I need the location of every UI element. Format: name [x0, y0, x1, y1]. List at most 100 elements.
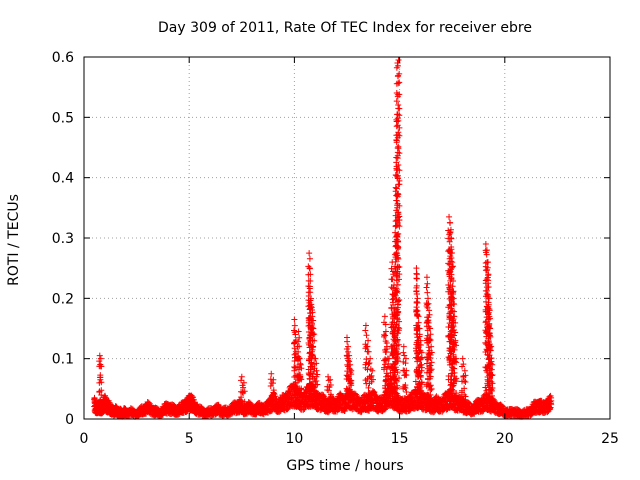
- data-point: [447, 219, 454, 226]
- data-point: [413, 298, 420, 305]
- data-point: [382, 382, 389, 389]
- data-point: [314, 390, 321, 397]
- data-point: [295, 328, 302, 335]
- data-point: [482, 241, 489, 248]
- data-point: [364, 343, 371, 350]
- data-point: [413, 275, 420, 282]
- data-point: [310, 317, 317, 324]
- data-point: [296, 343, 303, 350]
- data-point: [91, 396, 98, 403]
- data-point: [291, 367, 298, 374]
- data-point: [381, 397, 388, 404]
- data-point: [423, 274, 430, 281]
- data-point: [268, 370, 275, 377]
- data-point: [311, 337, 318, 344]
- data-point: [297, 374, 304, 381]
- data-point: [269, 401, 276, 408]
- x-tick-label: 10: [285, 431, 303, 447]
- data-point: [382, 321, 389, 328]
- data-point: [240, 379, 247, 386]
- data-point: [483, 276, 490, 283]
- data-point: [369, 388, 376, 395]
- data-point: [395, 80, 402, 87]
- data-point: [91, 400, 98, 407]
- data-point: [364, 403, 371, 410]
- data-point: [396, 181, 403, 188]
- data-point: [424, 289, 431, 296]
- data-point: [308, 351, 315, 358]
- data-point: [347, 378, 354, 385]
- data-point: [312, 381, 319, 388]
- y-axis-ticks: 0 0.1 0.2 0.3 0.4 0.5 0.6: [52, 50, 610, 428]
- data-point: [269, 380, 276, 387]
- data-point: [98, 379, 105, 386]
- data-point: [396, 223, 403, 230]
- data-point: [364, 348, 371, 355]
- data-point: [291, 322, 298, 329]
- data-point: [292, 331, 299, 338]
- data-point: [345, 343, 352, 350]
- data-point: [425, 295, 432, 302]
- data-point: [365, 337, 372, 344]
- data-point: [297, 392, 304, 399]
- data-point: [362, 327, 369, 334]
- data-point: [97, 397, 104, 404]
- data-point: [367, 355, 374, 362]
- data-point: [348, 397, 355, 404]
- data-point: [298, 385, 305, 392]
- chart-title: Day 309 of 2011, Rate Of TEC Index for r…: [158, 20, 532, 36]
- data-point: [291, 316, 298, 323]
- data-point: [309, 398, 316, 405]
- data-point: [396, 296, 403, 303]
- data-points: [91, 57, 555, 420]
- data-point: [382, 328, 389, 335]
- data-point: [396, 105, 403, 112]
- data-point: [348, 391, 355, 398]
- data-point: [312, 396, 319, 403]
- data-point: [366, 359, 373, 366]
- data-point: [306, 265, 313, 272]
- x-tick-label: 0: [80, 431, 89, 447]
- data-point: [427, 331, 434, 338]
- data-point: [320, 392, 327, 399]
- data-point: [368, 378, 375, 385]
- data-point: [238, 394, 245, 401]
- data-point: [311, 331, 318, 338]
- data-point: [362, 400, 369, 407]
- data-point: [347, 396, 354, 403]
- data-point: [381, 313, 388, 320]
- data-point: [365, 384, 372, 391]
- data-point: [348, 380, 355, 387]
- data-point: [345, 348, 352, 355]
- data-point: [368, 391, 375, 398]
- data-point: [97, 355, 104, 362]
- data-point: [424, 280, 431, 287]
- y-tick-label: 0.6: [52, 50, 74, 66]
- data-point: [348, 371, 355, 378]
- data-point: [395, 57, 402, 64]
- data-point: [414, 299, 421, 306]
- data-point: [307, 289, 314, 296]
- data-point: [291, 351, 298, 358]
- data-point: [307, 295, 314, 302]
- data-point: [345, 357, 352, 364]
- data-point: [381, 333, 388, 340]
- data-point: [310, 325, 317, 332]
- y-tick-label: 0.1: [52, 352, 74, 368]
- data-point: [302, 389, 309, 396]
- data-point: [297, 361, 304, 368]
- data-point: [363, 332, 370, 339]
- x-axis-label: GPS time / hours: [286, 458, 403, 474]
- y-tick-label: 0.4: [52, 171, 74, 187]
- data-point: [240, 401, 247, 408]
- data-point: [439, 408, 446, 415]
- data-point: [310, 343, 317, 350]
- data-point: [309, 379, 316, 386]
- data-point: [369, 367, 376, 374]
- data-point: [307, 403, 314, 410]
- data-point: [268, 393, 275, 400]
- data-point: [327, 376, 334, 383]
- data-point: [324, 402, 331, 409]
- data-point: [308, 304, 315, 311]
- data-point: [309, 313, 316, 320]
